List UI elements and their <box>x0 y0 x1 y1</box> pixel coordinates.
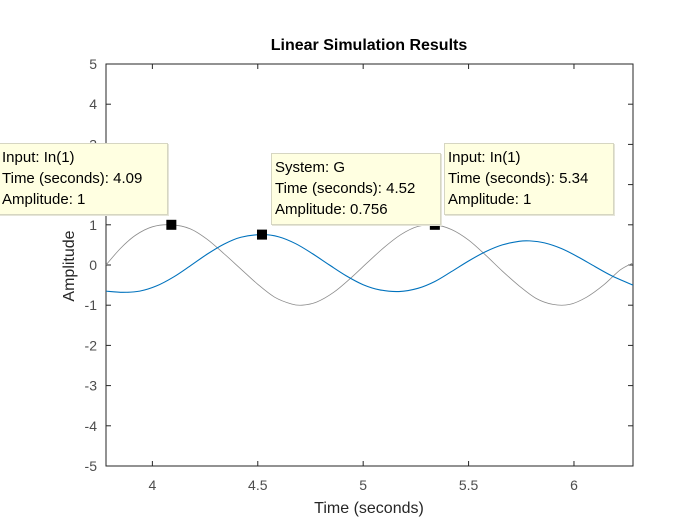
data-tip-system-g[interactable]: System: G Time (seconds): 4.52 Amplitude… <box>271 153 441 225</box>
x-axis-label: Time (seconds) <box>314 500 424 517</box>
y-tick-label: -2 <box>85 337 98 353</box>
data-tip-line: Time (seconds): 4.52 <box>275 180 416 197</box>
y-tick-label: -3 <box>85 378 98 394</box>
y-tick-label: -4 <box>85 418 98 434</box>
axes-box <box>105 63 634 467</box>
data-tip-line: Time (seconds): 5.34 <box>448 170 589 187</box>
x-tick-label: 4 <box>148 477 156 493</box>
plot-lines <box>105 224 634 306</box>
data-tip-marker[interactable] <box>166 219 177 230</box>
x-tick-label: 5.5 <box>459 477 479 493</box>
data-tip-marker[interactable] <box>256 229 267 240</box>
y-tick-label: 1 <box>89 217 97 233</box>
x-tick-label: 4.5 <box>248 477 268 493</box>
data-tip-input-2[interactable]: Input: In(1) Time (seconds): 5.34 Amplit… <box>444 143 614 215</box>
y-tick-label: -1 <box>85 297 98 313</box>
data-tip-line: Input: In(1) <box>2 149 75 166</box>
system-response-line <box>105 234 634 293</box>
data-tip-line: Amplitude: 1 <box>448 191 532 208</box>
y-tick-label: 5 <box>89 56 97 72</box>
data-tip-input-1[interactable]: Input: In(1) Time (seconds): 4.09 Amplit… <box>0 143 168 215</box>
y-tick-label: -5 <box>85 458 98 474</box>
chart-title: Linear Simulation Results <box>271 37 468 54</box>
data-tip-line: Time (seconds): 4.09 <box>2 170 143 187</box>
y-tick-label: 0 <box>89 257 97 273</box>
data-tip-line: Input: In(1) <box>448 149 521 166</box>
x-tick-label: 5 <box>359 477 367 493</box>
y-axis-label: Amplitude <box>61 230 78 301</box>
data-tip-line: Amplitude: 0.756 <box>275 201 388 218</box>
y-tick-label: 4 <box>89 96 97 112</box>
x-tick-label: 6 <box>570 477 578 493</box>
data-tip-line: System: G <box>275 159 346 176</box>
input-signal-line <box>105 224 634 306</box>
data-tip-line: Amplitude: 1 <box>2 191 86 208</box>
x-axis: 4 4.5 5 5.5 6 <box>148 64 578 493</box>
